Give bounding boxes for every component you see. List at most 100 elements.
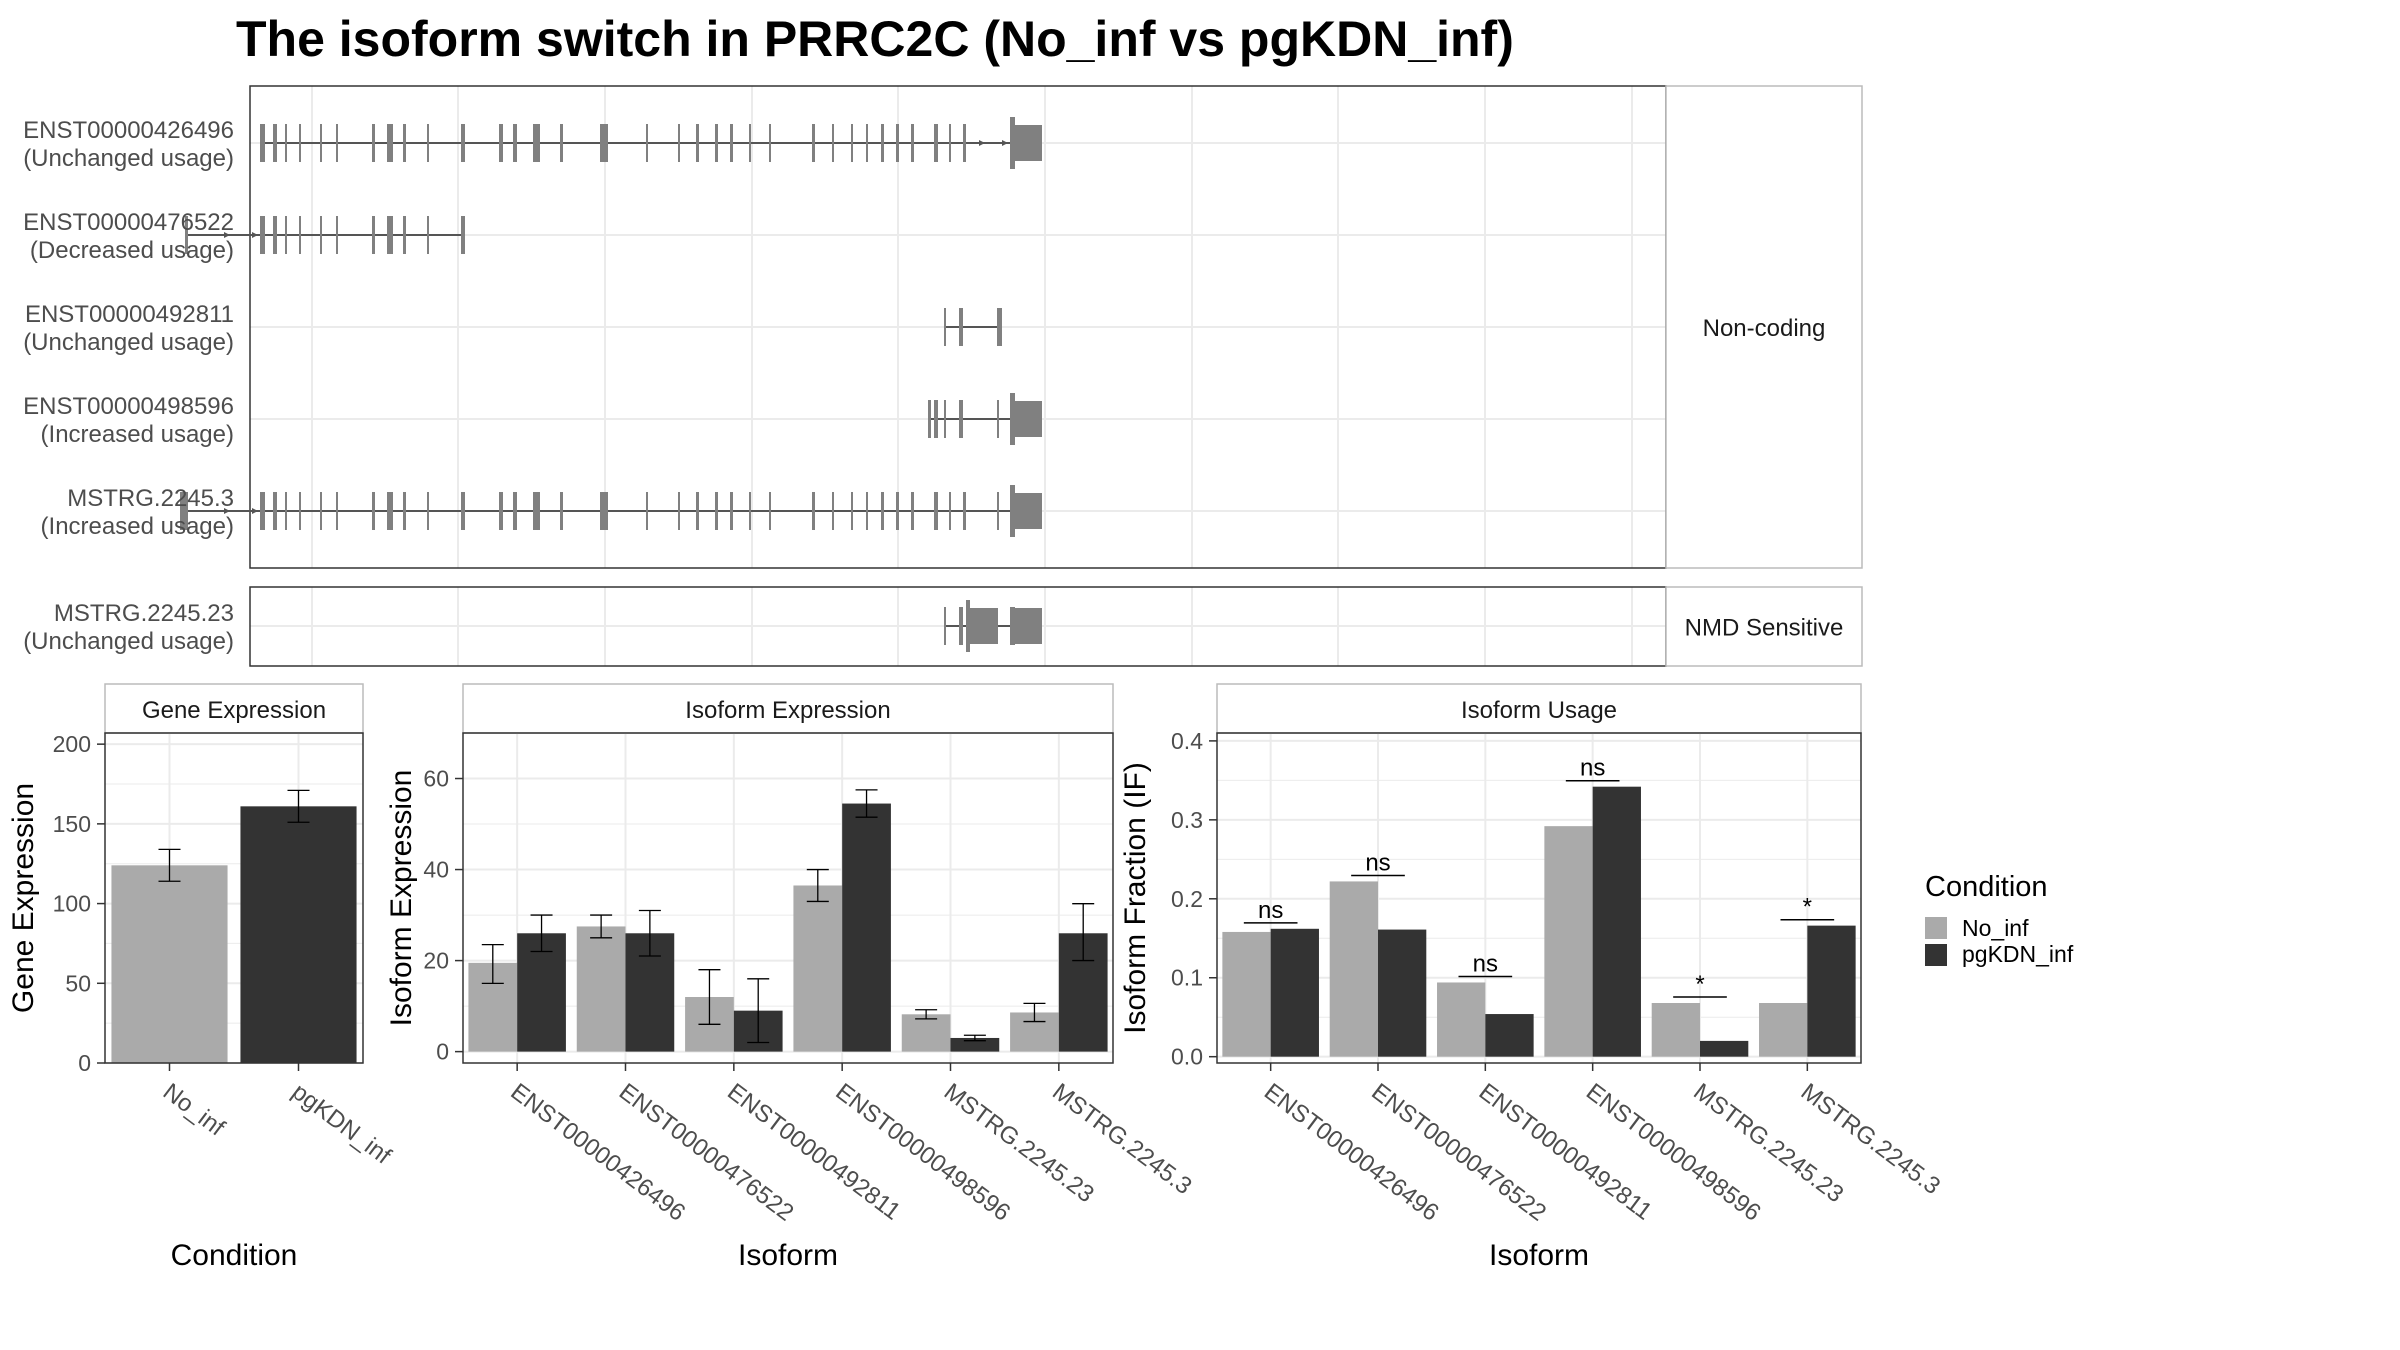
- intron-direction-arrow: [224, 232, 230, 238]
- intron-direction-arrow: [252, 508, 258, 514]
- bar-mstrg-2245-3-pgkdn-inf: [1807, 925, 1856, 1057]
- chart-isoform-usage: Isoform Usage ns ns ns ns * * 0.0 0.1 0.2 0.3 0.4 EN…: [1119, 683, 1945, 1272]
- exon-block: [963, 124, 966, 162]
- exon-block: [560, 492, 563, 530]
- exon-block: [832, 124, 834, 162]
- significance-label: ns: [1580, 755, 1605, 782]
- exon-block: [461, 216, 465, 254]
- bar-mstrg-2245-3-no-inf: [1759, 1003, 1808, 1057]
- bar-enst00000476522-no-inf: [1329, 881, 1378, 1057]
- exon-block: [285, 124, 287, 162]
- exon-block: [320, 124, 322, 162]
- exon-block: [299, 492, 301, 530]
- exon-block: [461, 124, 465, 162]
- structure-strip-label: Non-coding: [1703, 315, 1826, 342]
- exon-block: [387, 216, 393, 254]
- structure-strip-label: NMD Sensitive: [1685, 615, 1844, 642]
- exon-block: [461, 492, 465, 530]
- exon-block: [533, 124, 540, 162]
- exon-block: [1010, 485, 1015, 537]
- exon-block: [387, 124, 393, 162]
- exon-block: [997, 492, 999, 530]
- exon-block: [600, 124, 608, 162]
- structure-strip: [1665, 586, 1863, 667]
- exon-block: [372, 216, 375, 254]
- exon-block: [1015, 125, 1042, 161]
- y-tick-label: 0.1: [1171, 965, 1203, 991]
- exon-block: [646, 492, 648, 530]
- exon-block: [285, 492, 287, 530]
- y-axis-title: Gene Expression: [7, 783, 40, 1013]
- exon-block: [560, 124, 563, 162]
- chart-strip-title: Isoform Expression: [685, 697, 890, 724]
- y-tick-label: 0.3: [1171, 807, 1203, 833]
- isoform-track-enst00000476522: ENST00000476522(Decreased usage): [23, 209, 465, 264]
- bar-pgkdn-inf: [240, 806, 357, 1063]
- chart-strip: [462, 683, 1114, 734]
- transcript-structure-plot: Non-coding ENST00000426496 (Unchanged usag…: [23, 85, 1863, 667]
- bar-mstrg-2245-23-pgkdn-inf: [1700, 1040, 1749, 1057]
- exon-block: [730, 124, 733, 162]
- exon-block: [696, 492, 699, 530]
- exon-block: [749, 124, 751, 162]
- exon-block: [320, 216, 322, 254]
- bar-enst00000426496-pgkdn-inf: [517, 933, 566, 1052]
- exon-block: [185, 216, 188, 254]
- exon-block: [911, 124, 914, 162]
- significance-label: ns: [1258, 897, 1283, 924]
- exon-block: [963, 492, 966, 530]
- bar-enst00000492811-no-inf: [1437, 982, 1486, 1057]
- x-tick-label: pgKDN_inf: [287, 1078, 396, 1170]
- legend-key-pgkdn-inf: [1925, 944, 1947, 966]
- bar-enst00000476522-no-inf: [576, 926, 626, 1052]
- bar-enst00000498596-no-inf: [1544, 826, 1593, 1057]
- isoform-label-id: ENST00000492811: [25, 301, 234, 328]
- bar-enst00000498596-no-inf: [793, 885, 843, 1052]
- bar-enst00000426496-pgkdn-inf: [1270, 928, 1319, 1057]
- exon-block: [1010, 117, 1015, 169]
- y-tick-label: 100: [53, 891, 91, 917]
- exon-block: [387, 492, 393, 530]
- exon-block: [959, 400, 963, 438]
- exon-block: [997, 308, 1002, 346]
- exon-block: [336, 216, 338, 254]
- exon-block: [499, 124, 503, 162]
- exon-block: [678, 124, 680, 162]
- exon-block: [273, 124, 277, 162]
- exon-block: [881, 124, 884, 162]
- exon-block: [928, 400, 931, 438]
- y-tick-label: 20: [423, 948, 449, 974]
- x-tick-label: No_inf: [158, 1078, 230, 1142]
- isoform-label-usage: (Increased usage): [41, 513, 234, 540]
- exon-block: [696, 124, 699, 162]
- significance-label: *: [1803, 894, 1812, 921]
- y-tick-label: 0.0: [1171, 1044, 1203, 1070]
- exon-block: [866, 492, 868, 530]
- exon-block: [997, 400, 999, 438]
- exon-block: [1015, 493, 1042, 529]
- exon-block: [262, 124, 265, 162]
- exon-block: [285, 216, 287, 254]
- exon-block: [513, 492, 517, 530]
- exon-block: [1015, 401, 1042, 437]
- structure-strip: [1665, 85, 1863, 569]
- exon-block: [977, 608, 998, 644]
- exon-block: [866, 124, 868, 162]
- figure-title: The isoform switch in PRRC2C (No_inf vs …: [236, 11, 1514, 67]
- legend-title: Condition: [1925, 871, 2048, 903]
- exon-block: [934, 124, 938, 162]
- exon-block: [533, 492, 540, 530]
- isoform-label-usage: (Unchanged usage): [23, 628, 234, 655]
- structure-panel-nmd-sensitive: NMD Sensitive MSTRG.2245.23(Unchanged usa…: [23, 586, 1863, 667]
- chart-gene-expression: Gene Expression 0 50 100 150 200 No_inf pgKDN_i…: [7, 683, 396, 1272]
- significance-label: *: [1695, 971, 1704, 998]
- exon-block: [959, 607, 963, 645]
- intron-direction-arrow: [252, 232, 258, 238]
- exon-block: [749, 492, 751, 530]
- exon-block: [934, 492, 938, 530]
- y-axis-title: Isoform Fraction (IF): [1119, 762, 1152, 1034]
- isoform-label-id: MSTRG.2245.3: [67, 485, 234, 512]
- x-tick-label: ENST00000426496: [506, 1078, 691, 1226]
- isoform-label-id: ENST00000426496: [23, 117, 234, 144]
